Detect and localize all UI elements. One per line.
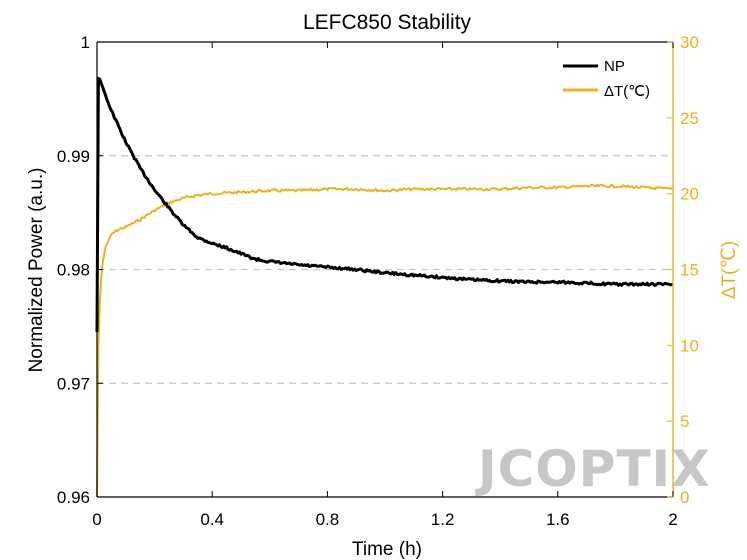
y-tick-label-4: 1 — [81, 33, 90, 52]
y-axis-label: Normalized Power (a.u.) — [26, 168, 47, 373]
x-tick-label-3: 1.2 — [431, 510, 455, 529]
y2-tick-label-3: 15 — [680, 261, 699, 280]
watermark: JCOPTIX — [475, 440, 711, 498]
y-tick-label-0: 0.96 — [57, 488, 90, 507]
y2-tick-label-6: 30 — [680, 33, 699, 52]
x-tick-label-1: 0.4 — [200, 510, 224, 529]
grid-lines — [97, 155, 673, 384]
x-axis-label: Time (h) — [352, 539, 422, 560]
y2-tick-label-1: 5 — [680, 412, 689, 431]
y2-tick-label-0: 0 — [680, 488, 689, 507]
axes — [96, 41, 674, 498]
y-tick-label-2: 0.98 — [57, 261, 90, 280]
y2-tick-label-2: 10 — [680, 336, 699, 355]
legend-np-label: NP — [604, 58, 625, 75]
tick-labels: 0 0.4 0.8 1.2 1.6 20.960.970.980.991051015202… — [57, 33, 699, 529]
y2-tick-label-5: 25 — [680, 109, 699, 128]
chart-title: LEFC850 Stability — [303, 11, 472, 34]
x-tick-label-0: 0 — [92, 510, 101, 529]
y-tick-label-1: 0.97 — [57, 374, 90, 393]
series-layer — [95, 76, 674, 498]
series-dt-line — [96, 183, 674, 498]
watermark-text: JCOPTIX — [475, 440, 711, 498]
legend: NP ΔT(℃) — [563, 58, 650, 100]
y-tick-label-3: 0.99 — [57, 147, 90, 166]
x-tick-label-2: 0.8 — [316, 510, 340, 529]
x-tick-label-4: 1.6 — [546, 510, 570, 529]
y2-tick-label-4: 20 — [680, 185, 699, 204]
x-tick-label-5: 2 — [668, 510, 677, 529]
series-np-line — [95, 76, 674, 333]
legend-dt-label: ΔT(℃) — [604, 83, 650, 100]
y2-axis-label: ΔT(℃) — [719, 241, 740, 299]
